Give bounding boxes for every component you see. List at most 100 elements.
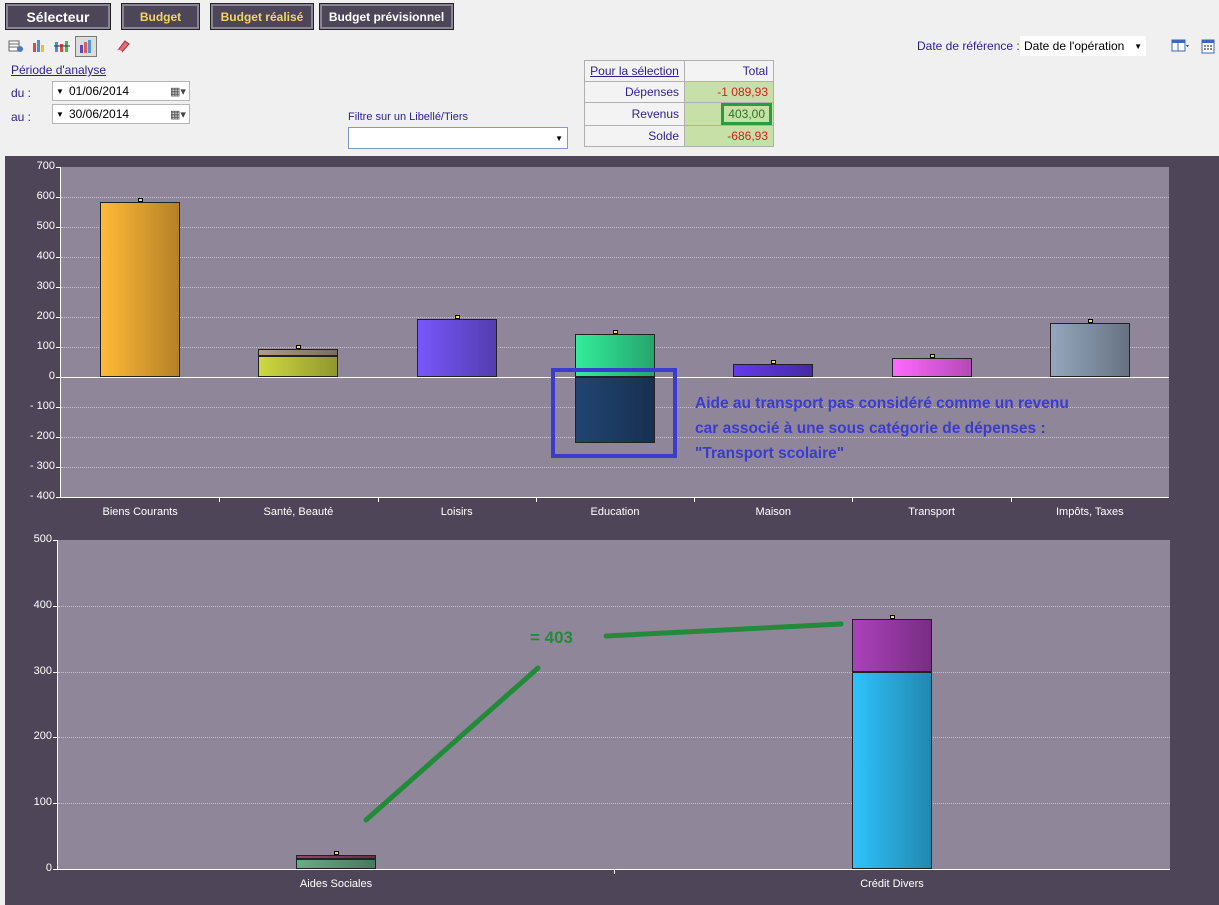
bar-segment[interactable] (258, 349, 339, 356)
bar-segment[interactable] (891, 358, 972, 377)
y-tick-mark (53, 869, 58, 870)
y-tick-label: 500 (33, 533, 52, 545)
chevron-down-icon[interactable]: ▼ (555, 133, 563, 143)
y-tick-label: 100 (36, 340, 55, 352)
tab-bar: Sélecteur Budget Budget réalisé Budget p… (0, 0, 1219, 32)
charts-area: 700 600 500 400 300 200 100 0 - 100 - 200 - 300 - 4… (5, 156, 1219, 905)
bar-segment[interactable] (733, 364, 814, 377)
period-title-link[interactable]: Période d'analyse (11, 63, 107, 77)
y-tick-label: - 400 (29, 490, 55, 502)
bar-segment[interactable] (416, 319, 497, 377)
to-date-value: 30/06/2014 (69, 107, 130, 121)
y-tick-label: 400 (33, 598, 52, 611)
plot-area (58, 540, 1170, 869)
grid-line (58, 803, 1170, 805)
y-tick-mark (53, 803, 58, 805)
bar-series-icon[interactable] (29, 36, 49, 55)
grid-line (58, 671, 1170, 673)
bar-segment[interactable] (852, 618, 932, 672)
x-tick-label: Santé, Beauté (263, 506, 334, 518)
bar-segment[interactable] (100, 201, 181, 377)
y-tick-mark (56, 377, 61, 378)
line-series-icon[interactable] (52, 36, 72, 55)
calendar-dropdown-icon[interactable]: ▦▾ (170, 85, 186, 98)
y-tick-mark (56, 257, 61, 258)
summary-revenus-value: 403,00 (684, 102, 774, 126)
calendar-icon[interactable] (1198, 36, 1218, 55)
tab-budget-realise[interactable]: Budget réalisé (210, 3, 314, 30)
annotation-line-3: "Transport scolaire" (695, 445, 845, 462)
summary-depenses-value: -1 089,93 (684, 81, 774, 103)
y-tick-mark (56, 197, 61, 198)
from-label: du : (11, 86, 32, 100)
summary-header-total: Total (684, 60, 774, 82)
y-tick-label: 400 (36, 250, 55, 262)
bar-segment[interactable] (575, 377, 655, 443)
plot-area (61, 167, 1169, 497)
summary-header-label[interactable]: Pour la sélection (584, 60, 685, 82)
grid-line (61, 227, 1169, 228)
summary-table: Pour la sélection Total Dépenses -1 089,… (584, 60, 774, 147)
grid-line (61, 467, 1169, 468)
tab-budget[interactable]: Budget (121, 3, 200, 30)
y-tick-mark (53, 737, 58, 739)
y-tick-mark (56, 287, 61, 288)
annotation-green-line-left (363, 665, 541, 823)
y-tick-label: 300 (33, 664, 52, 677)
x-tick-mark (1010, 497, 1012, 502)
reference-date-select[interactable]: Date de l'opération ▼ (1020, 36, 1146, 56)
annotation-blue-text: Aide au transport pas considéré comme un… (695, 391, 1215, 466)
from-date-value: 01/06/2014 (69, 84, 130, 98)
calendar-dropdown-icon[interactable]: ▦▾ (170, 108, 186, 121)
bar-segment[interactable] (296, 854, 376, 860)
x-tick-label: Education (590, 506, 640, 518)
bar-value-marker (929, 354, 935, 359)
y-tick-mark (56, 467, 61, 468)
dropdown-arrow-icon[interactable]: ▼ (56, 86, 64, 96)
bar-value-marker (454, 315, 460, 320)
x-tick-label: Transport (908, 506, 955, 518)
y-tick-mark (56, 407, 61, 408)
y-tick-mark (56, 227, 61, 228)
x-tick-label: Maison (755, 506, 792, 518)
bar-segment[interactable] (852, 671, 932, 869)
bar-value-marker (613, 330, 618, 335)
x-tick-label: Biens Courants (102, 506, 178, 518)
to-date-field[interactable]: ▼ 30/06/2014 ▦▾ (52, 104, 190, 124)
tab-budget-previsionnel[interactable]: Budget prévisionnel (319, 3, 454, 30)
bar-value-marker (138, 197, 144, 202)
x-tick-label: Crédit Divers (860, 878, 924, 890)
y-tick-label: 100 (33, 796, 52, 809)
y-tick-label: 200 (33, 730, 52, 743)
annotation-line-1: Aide au transport pas considéré comme un… (695, 395, 1069, 412)
y-axis-line (57, 540, 58, 869)
x-tick-mark (219, 497, 221, 502)
bar-segment[interactable] (258, 356, 339, 377)
x-tick-mark (614, 869, 615, 874)
bar-chart-icon[interactable] (75, 36, 97, 57)
eraser-icon[interactable] (113, 36, 133, 55)
chevron-down-icon: ▼ (1134, 41, 1142, 51)
y-tick-mark (53, 605, 58, 607)
x-tick-label: Loisirs (440, 506, 473, 518)
y-tick-mark (53, 671, 58, 673)
bar-segment[interactable] (1049, 323, 1130, 377)
y-tick-mark (56, 347, 61, 348)
annotation-green-text: = 403 (530, 628, 574, 647)
x-tick-mark (694, 497, 696, 502)
from-date-field[interactable]: ▼ 01/06/2014 ▦▾ (52, 81, 190, 101)
grid-settings-icon[interactable] (6, 36, 26, 55)
y-tick-label: - 100 (29, 400, 55, 412)
filter-combobox[interactable]: ▼ (348, 127, 568, 149)
bar-segment[interactable] (296, 859, 376, 869)
y-axis-line (60, 167, 61, 497)
tab-selecteur[interactable]: Sélecteur (5, 3, 111, 30)
bar-value-marker (296, 345, 302, 350)
x-tick-mark (535, 497, 537, 502)
bar-value-marker (890, 614, 895, 619)
y-tick-label: 500 (36, 220, 55, 232)
layout-icon[interactable] (1170, 36, 1190, 55)
y-tick-mark (56, 167, 61, 168)
dropdown-arrow-icon[interactable]: ▼ (56, 109, 64, 119)
x-tick-mark (377, 497, 379, 502)
